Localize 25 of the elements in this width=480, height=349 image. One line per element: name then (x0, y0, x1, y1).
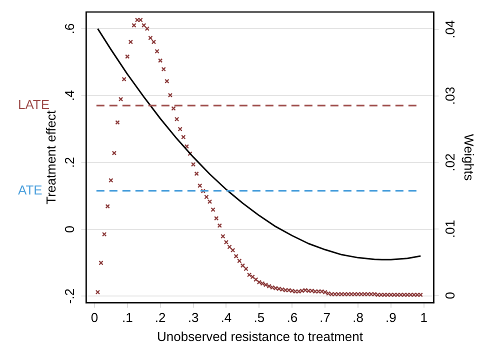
x-tick-label: 1 (420, 310, 428, 326)
x-tick-label: .3 (188, 310, 199, 326)
x-tick-label: .1 (122, 310, 133, 326)
y2-axis-title: Weights (462, 134, 477, 182)
y2-tick-label: .04 (442, 20, 458, 38)
y-tick-label: 0 (62, 226, 78, 233)
y2-tick-label: .01 (442, 220, 458, 238)
y2-tick-label: .02 (442, 153, 458, 172)
ref-line-label: ATE (18, 182, 43, 198)
x-axis-title: Unobserved resistance to treatment (157, 328, 364, 344)
x-tick-label: .6 (286, 310, 298, 326)
x-tick-label: 0 (90, 310, 98, 326)
x-tick-label: .9 (386, 310, 396, 326)
y-tick-label: .6 (62, 23, 78, 34)
x-tick-label: .2 (154, 310, 166, 326)
y-tick-label: .4 (62, 90, 78, 101)
x-tick-label: .7 (320, 310, 330, 326)
x-tick-label: .8 (352, 310, 364, 326)
y2-tick-label: .03 (442, 86, 458, 105)
y-axis-title: Treatment effect (43, 110, 58, 204)
y-tick-label: -.2 (62, 288, 78, 304)
x-tick-label: .5 (254, 310, 265, 326)
y-tick-label: .2 (62, 156, 78, 168)
x-tick-label: .4 (220, 310, 232, 326)
y2-tick-label: 0 (442, 292, 458, 300)
